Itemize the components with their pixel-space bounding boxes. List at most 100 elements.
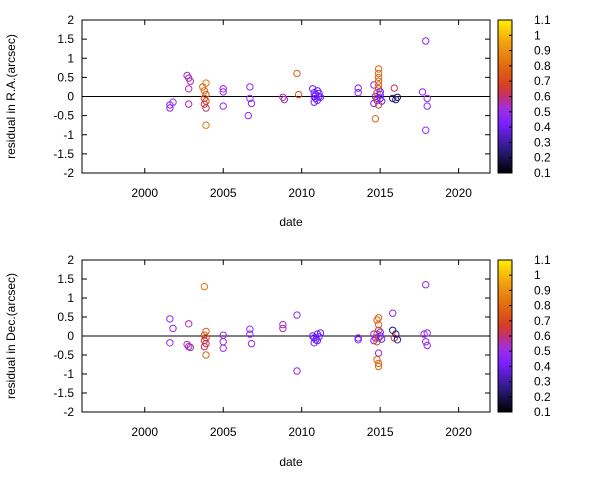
data-point [219, 331, 227, 339]
data-point [354, 334, 362, 342]
data-point [200, 282, 209, 291]
data-point [166, 104, 174, 112]
y-tick-label: 2 [67, 13, 74, 27]
colorbar-tick-label: 1 [534, 268, 541, 282]
data-point [315, 333, 323, 341]
data-point [370, 81, 378, 89]
data-point [166, 315, 174, 323]
data-point [374, 81, 383, 89]
colorbar-tick-label: 0.5 [534, 344, 551, 358]
data-point [246, 83, 254, 91]
data-point [393, 336, 402, 344]
data-point [293, 69, 301, 78]
data-point [247, 339, 256, 348]
x-axis-label: date [279, 455, 303, 469]
y-tick-label: -1.5 [53, 386, 74, 400]
y-tick-label: -0.5 [53, 109, 74, 123]
data-point [374, 359, 383, 368]
data-point [169, 98, 177, 106]
colorbar-tick-label: 0.1 [534, 405, 551, 419]
data-point [185, 320, 193, 328]
y-tick-label: -2 [63, 405, 74, 419]
y-tick-label: -2 [63, 166, 74, 180]
data-point [186, 77, 195, 85]
data-point [246, 330, 254, 338]
y-tick-label: -0.5 [53, 348, 74, 362]
data-point [376, 88, 384, 96]
colorbar-tick-label: 0.1 [534, 166, 551, 180]
x-axis-label: date [279, 215, 303, 229]
data-point [279, 320, 287, 329]
data-point [219, 88, 227, 96]
data-point [202, 327, 210, 336]
data-point [219, 338, 227, 346]
data-point [371, 115, 380, 123]
colorbar-tick-label: 0.6 [534, 329, 551, 343]
x-tick-label: 2000 [131, 186, 158, 200]
colorbar-tick-label: 0.3 [534, 135, 551, 149]
colorbar-tick-label: 0.9 [534, 44, 551, 58]
data-point [354, 89, 362, 97]
y-tick-label: -1 [63, 367, 74, 381]
data-point [246, 325, 254, 333]
colorbar-tick-label: 0.9 [534, 283, 551, 297]
y-tick-label: -1 [63, 128, 74, 142]
data-point [185, 85, 193, 93]
data-point [374, 77, 383, 85]
y-axis-label: residual in R.A.(arcsec) [4, 34, 18, 159]
data-point [422, 281, 430, 289]
x-tick-label: 2020 [445, 186, 472, 200]
data-point [422, 126, 430, 134]
data-point [202, 79, 210, 87]
colorbar-tick-label: 1 [534, 28, 541, 42]
data-point [246, 94, 254, 103]
data-point [393, 93, 402, 102]
y-tick-label: 1.5 [57, 32, 74, 46]
data-point [202, 104, 210, 112]
colorbar-tick-label: 0.8 [534, 59, 551, 73]
data-point [202, 351, 210, 359]
x-tick-label: 2005 [210, 425, 237, 439]
panel-1: -2 -1.5 -1 -0.5 0 0.5 1 1.5 2 2000 2005 2010 2015 202… [4, 13, 551, 229]
colorbar-tick-label: 0.2 [534, 151, 551, 165]
data-point [420, 330, 428, 338]
data-point [376, 328, 384, 336]
data-point [315, 89, 323, 98]
data-point [185, 100, 193, 108]
data-point [244, 111, 253, 120]
data-point [313, 336, 322, 345]
colorbar-tick-label: 1.1 [534, 13, 551, 27]
data-point [354, 336, 362, 344]
data-point [371, 92, 380, 101]
y-tick-label: 0 [67, 90, 74, 104]
data-point [310, 98, 318, 106]
y-tick-label: 0.5 [57, 310, 74, 324]
colorbar-tick-label: 0.4 [534, 120, 551, 134]
data-point [186, 343, 195, 352]
data-point [373, 316, 381, 324]
data-point [315, 92, 323, 101]
data-point [392, 95, 400, 104]
data-point [316, 329, 325, 337]
data-point [354, 84, 362, 92]
data-point [374, 320, 383, 329]
data-point [390, 84, 398, 92]
data-point [247, 99, 256, 108]
colorbar-tick-label: 0.2 [534, 390, 551, 404]
data-point [374, 65, 383, 73]
colorbar-tick-label: 0.5 [534, 105, 551, 119]
y-tick-label: 1.5 [57, 272, 74, 286]
data-point [293, 367, 301, 375]
data-point [374, 349, 383, 357]
y-tick-label: 1 [67, 51, 74, 65]
y-tick-label: 2 [67, 253, 74, 267]
data-point [200, 87, 209, 95]
data-point [418, 88, 427, 96]
data-point [423, 329, 431, 337]
x-tick-label: 2010 [288, 186, 315, 200]
data-point [219, 344, 227, 352]
data-point [293, 311, 301, 319]
data-point [374, 69, 383, 78]
y-tick-label: 1 [67, 291, 74, 305]
